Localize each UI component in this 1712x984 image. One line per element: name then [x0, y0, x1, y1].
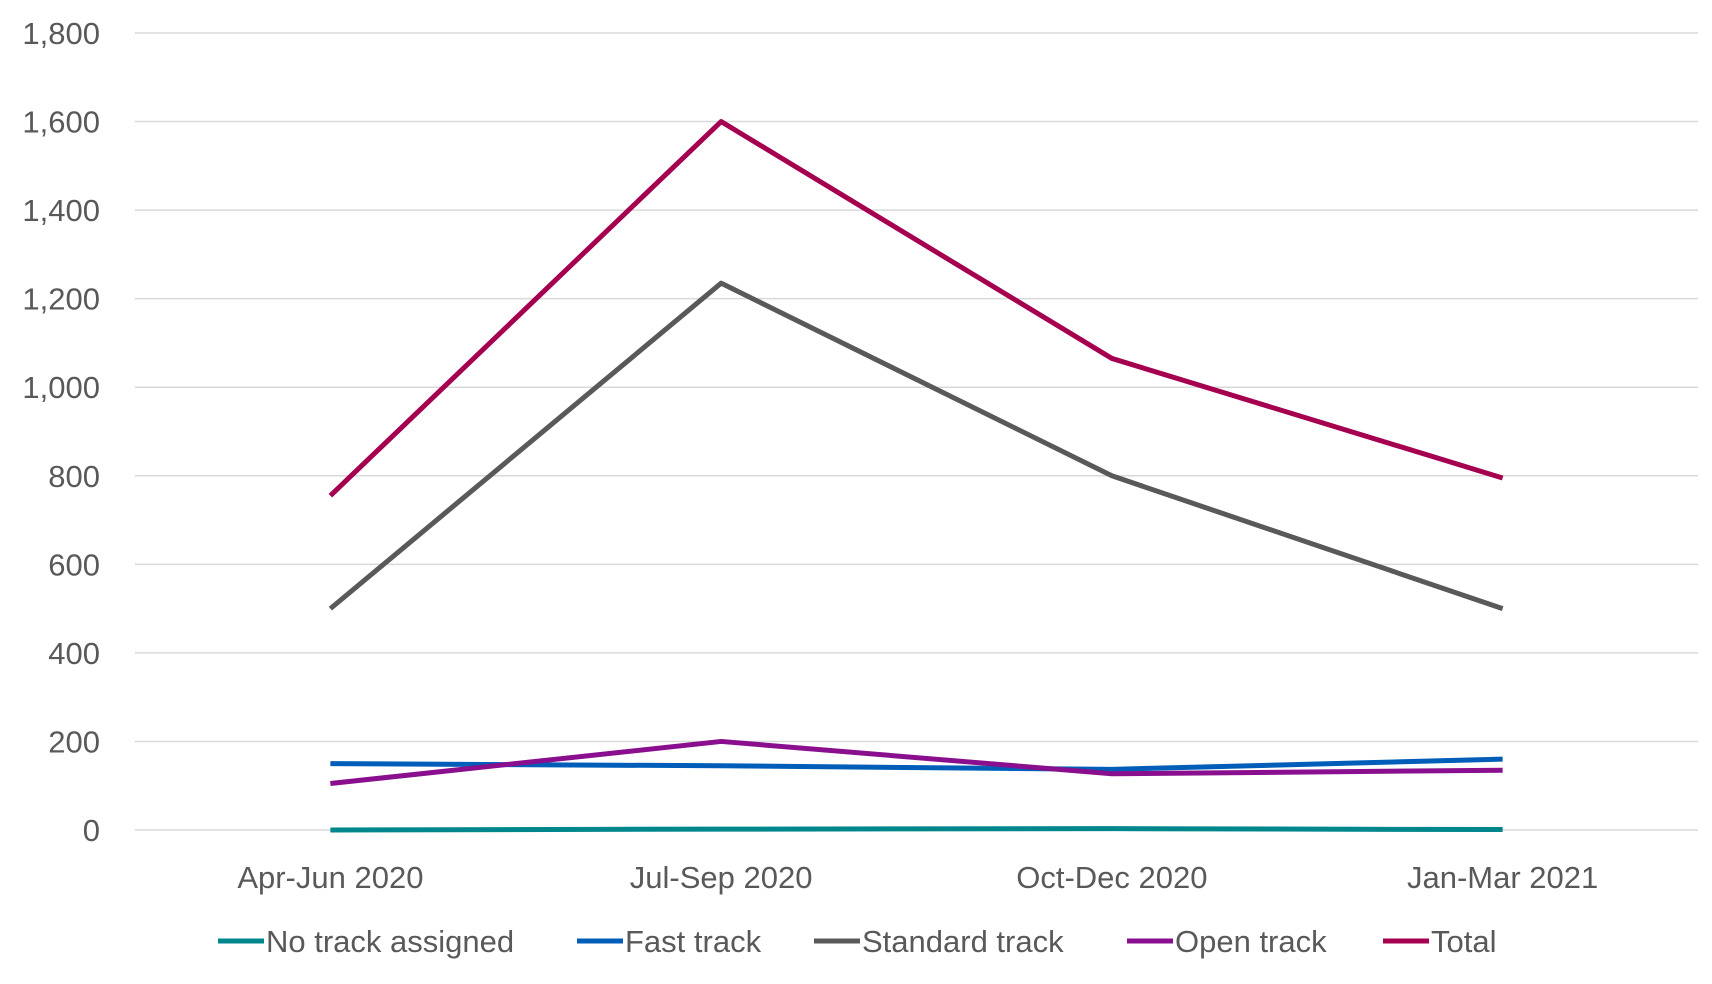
- series-standard-track: [330, 283, 1502, 609]
- y-tick-label: 1,800: [22, 16, 100, 51]
- x-tick-label: Oct-Dec 2020: [1016, 860, 1207, 895]
- y-tick-label: 800: [48, 459, 100, 494]
- x-axis-ticks: Apr-Jun 2020 Jul-Sep 2020 Oct-Dec 2020 Jan-…: [237, 860, 1598, 895]
- legend-label: Open track: [1175, 924, 1327, 959]
- gridlines: [135, 33, 1698, 830]
- y-tick-label: 1,200: [22, 282, 100, 317]
- y-tick-label: 1,400: [22, 193, 100, 228]
- y-axis-ticks: 0 200 400 600 800 1,000 1,200 1,400 1,600 1,800: [22, 16, 100, 848]
- y-tick-label: 400: [48, 636, 100, 671]
- series-line: [330, 122, 1502, 496]
- legend-label: No track assigned: [266, 924, 514, 959]
- y-tick-label: 200: [48, 724, 100, 759]
- series-total: [330, 121, 1502, 495]
- legend-item: Standard track: [814, 924, 1064, 959]
- y-tick-label: 1,000: [22, 370, 100, 405]
- legend-item: Open track: [1127, 924, 1327, 959]
- legend-label: Fast track: [625, 924, 762, 959]
- legend-label: Total: [1431, 924, 1496, 959]
- legend: No track assigned Fast track Standard trac…: [218, 924, 1496, 959]
- series-line: [330, 283, 1502, 608]
- x-tick-label: Apr-Jun 2020: [237, 860, 423, 895]
- legend-item: No track assigned: [218, 924, 514, 959]
- x-tick-label: Jan-Mar 2021: [1407, 860, 1598, 895]
- legend-item: Total: [1383, 924, 1496, 959]
- legend-item: Fast track: [577, 924, 762, 959]
- x-tick-label: Jul-Sep 2020: [630, 860, 813, 895]
- series-no-track-assigned: [330, 829, 1502, 831]
- y-tick-label: 600: [48, 547, 100, 582]
- y-tick-label: 0: [83, 813, 100, 848]
- legend-label: Standard track: [862, 924, 1064, 959]
- y-tick-label: 1,600: [22, 105, 100, 140]
- series-line: [330, 829, 1502, 830]
